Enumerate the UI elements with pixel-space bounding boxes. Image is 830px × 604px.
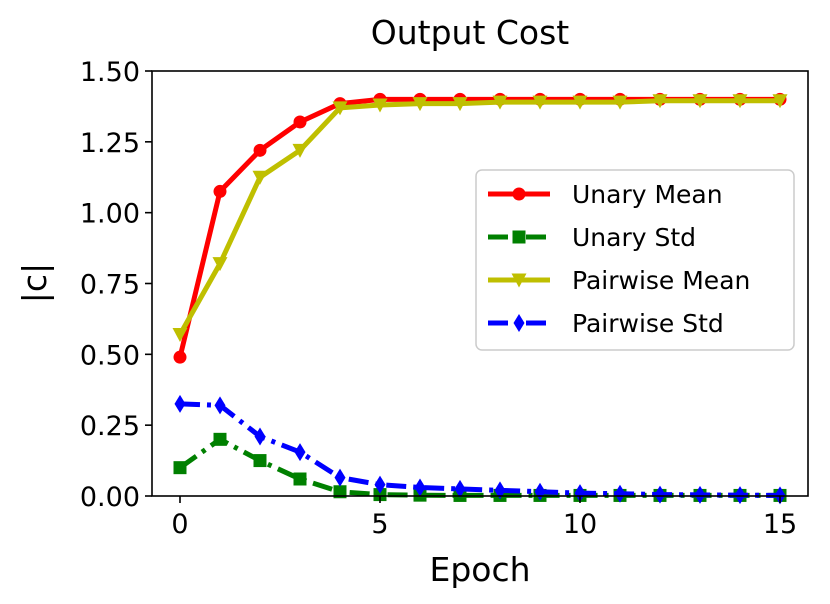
data-point-pairwise-mean [212, 257, 228, 272]
x-tick-label: 10 [563, 509, 597, 540]
legend-label-unary-std: Unary Std [572, 223, 696, 252]
legend-marker-pairwise-std [513, 314, 525, 332]
legend-marker-pairwise-mean [511, 273, 527, 288]
legend-entry-unary-mean: Unary Mean [488, 180, 723, 209]
data-point-pairwise-mean [612, 95, 628, 110]
y-tick-label: 0.00 [80, 482, 140, 513]
data-point-pairwise-std [614, 484, 626, 503]
series-pairwise-mean [172, 94, 788, 342]
y-axis: 0.00 0.25 0.50 0.75 1.00 1.25 1.50 [80, 57, 152, 513]
y-tick-label: 1.00 [80, 199, 140, 230]
data-point-pairwise-std [254, 427, 266, 446]
data-point-pairwise-std [414, 478, 426, 497]
data-point-pairwise-std [374, 475, 386, 494]
data-point-pairwise-std [294, 443, 306, 462]
chart-title: Output Cost [371, 13, 570, 52]
legend: Unary Mean Unary Std Pairwise Mean Pairwise… [475, 169, 795, 351]
series-line-pairwise-std [179, 401, 781, 498]
x-axis-title: Epoch [429, 550, 530, 589]
data-point-pairwise-mean [732, 94, 748, 109]
x-axis: 0 5 10 15 [171, 496, 797, 540]
data-point-pairwise-std [454, 479, 466, 498]
y-tick-label: 0.50 [80, 340, 140, 371]
legend-entry-pairwise-mean: Pairwise Mean [488, 266, 750, 295]
data-point-pairwise-std [654, 485, 666, 504]
data-point-unary-std [213, 432, 227, 446]
y-tick-label: 0.75 [80, 270, 140, 301]
legend-items: Unary Mean Unary Std Pairwise Mean Pairwise… [488, 180, 750, 338]
data-point-pairwise-mean [652, 94, 668, 109]
data-point-unary-mean [253, 143, 267, 157]
y-tick-label: 1.50 [80, 57, 140, 88]
data-point-unary-std [253, 454, 267, 468]
data-point-pairwise-mean [252, 170, 268, 185]
legend-box [475, 169, 795, 351]
data-point-pairwise-std [214, 396, 226, 415]
data-point-pairwise-mean [572, 95, 588, 110]
data-point-pairwise-std [734, 486, 746, 505]
data-point-pairwise-mean [452, 97, 468, 112]
data-point-pairwise-std [494, 481, 506, 500]
x-tick-label: 15 [763, 509, 797, 540]
data-point-unary-std [373, 488, 387, 502]
data-point-unary-std [293, 472, 307, 486]
data-point-pairwise-mean [372, 98, 388, 113]
series-line-pairwise-mean [177, 98, 780, 336]
legend-marker-unary-mean [512, 187, 526, 201]
data-point-pairwise-mean [772, 94, 788, 109]
data-point-unary-std [173, 461, 187, 475]
data-point-pairwise-std [694, 485, 706, 504]
series-layer [172, 92, 788, 505]
data-point-unary-mean [293, 115, 307, 129]
legend-entry-pairwise-std: Pairwise Std [488, 309, 724, 338]
data-point-pairwise-mean [292, 143, 308, 158]
data-point-pairwise-mean [412, 97, 428, 112]
data-point-pairwise-mean [532, 95, 548, 110]
y-tick-label: 1.25 [80, 128, 140, 159]
data-point-pairwise-mean [492, 95, 508, 110]
data-point-pairwise-std [334, 468, 346, 487]
data-point-unary-mean [213, 184, 227, 198]
data-point-pairwise-mean [332, 101, 348, 116]
legend-label-unary-mean: Unary Mean [572, 180, 723, 209]
x-tick-label: 0 [171, 509, 188, 540]
legend-marker-unary-std [512, 230, 526, 244]
y-tick-label: 0.25 [80, 411, 140, 442]
x-tick-label: 5 [371, 509, 388, 540]
y-axis-title: |c| [15, 263, 54, 303]
legend-label-pairwise-std: Pairwise Std [572, 309, 724, 338]
legend-label-pairwise-mean: Pairwise Mean [572, 266, 750, 295]
data-point-unary-mean [173, 350, 187, 364]
data-point-pairwise-std [574, 484, 586, 503]
legend-entry-unary-std: Unary Std [488, 223, 696, 252]
data-point-unary-std [333, 485, 347, 499]
data-point-pairwise-std [174, 394, 186, 413]
data-point-pairwise-mean [172, 328, 188, 342]
data-point-pairwise-mean [692, 94, 708, 109]
